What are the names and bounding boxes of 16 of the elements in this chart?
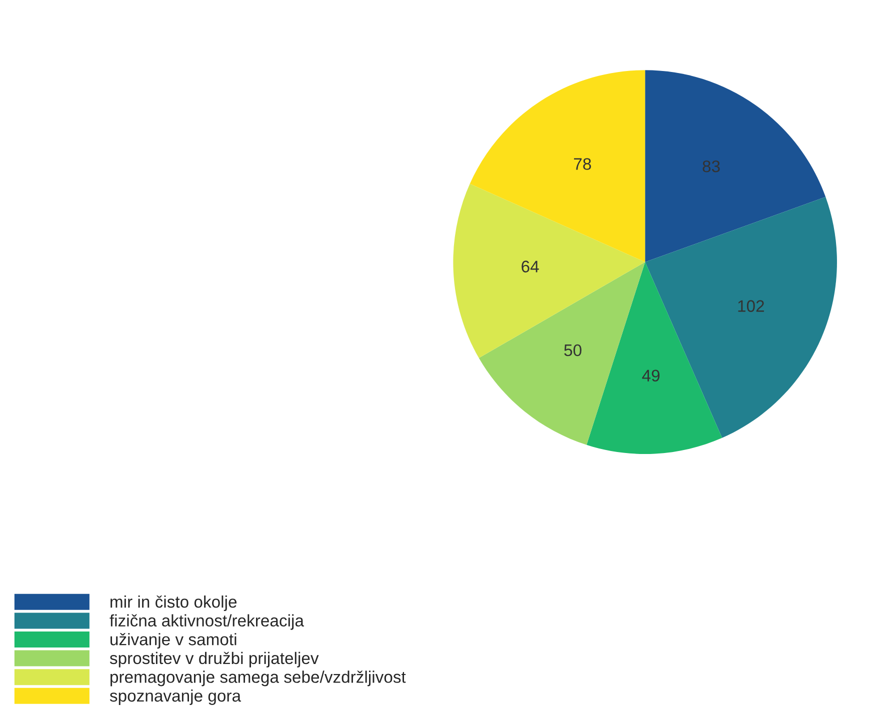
data-label: 83 bbox=[702, 160, 720, 172]
pie-slice bbox=[586, 262, 722, 454]
legend-label: uživanje v samoti bbox=[110, 633, 236, 649]
legend-label: premagovanje samega sebe/vzdržljivost bbox=[110, 670, 406, 686]
data-label: 102 bbox=[738, 300, 764, 312]
pie-slice bbox=[645, 70, 826, 262]
legend-label: spoznavanje gora bbox=[110, 689, 242, 705]
data-label: 50 bbox=[564, 344, 582, 356]
legend-label: sprostitev v družbi prijateljev bbox=[110, 652, 319, 668]
data-label: 64 bbox=[522, 260, 539, 272]
legend-label: fizična aktivnost/rekreacija bbox=[110, 614, 304, 630]
pie-slice bbox=[453, 184, 646, 358]
data-label: 78 bbox=[574, 158, 591, 170]
pie-slice bbox=[470, 70, 646, 262]
legend-label: mir in čisto okolje bbox=[110, 595, 237, 612]
data-label: 49 bbox=[642, 370, 660, 382]
